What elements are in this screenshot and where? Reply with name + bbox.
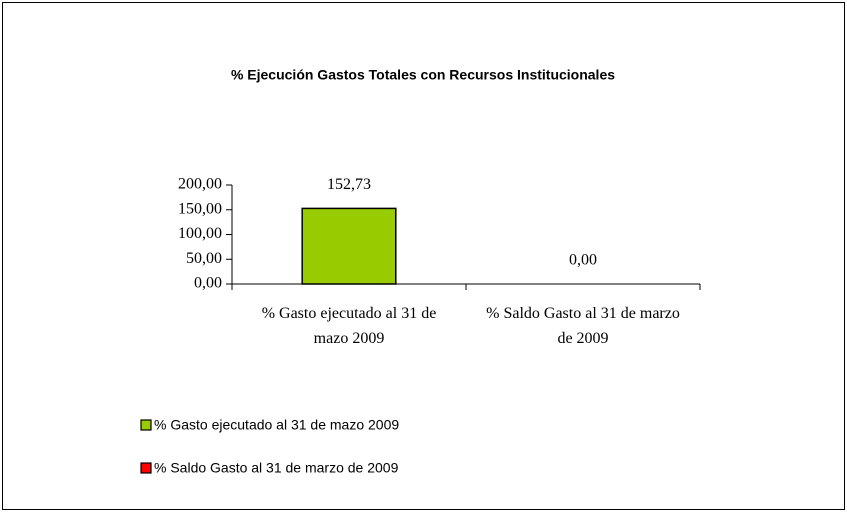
legend-swatch xyxy=(140,419,152,431)
value-label: 0,00 xyxy=(569,252,597,269)
y-tick-label: 50,00 xyxy=(186,250,222,267)
value-label: 152,73 xyxy=(327,176,371,193)
legend-label: % Gasto ejecutado al 31 de mazo 2009 xyxy=(154,417,399,433)
x-tick-label: % Saldo Gasto al 31 de marzo de 2009 xyxy=(486,305,680,347)
y-tick-label: 0,00 xyxy=(194,275,222,292)
chart-title: % Ejecución Gastos Totales con Recursos … xyxy=(231,67,615,83)
y-tick-label: 150,00 xyxy=(178,200,222,217)
y-tick-label: 200,00 xyxy=(178,176,222,193)
x-tick-label: % Gasto ejecutado al 31 de mazo 2009 xyxy=(261,305,437,347)
bar xyxy=(301,207,397,285)
y-tick-label: 100,00 xyxy=(178,225,222,242)
legend-label: % Saldo Gasto al 31 de marzo de 2009 xyxy=(154,460,399,476)
legend-swatch xyxy=(140,462,152,474)
